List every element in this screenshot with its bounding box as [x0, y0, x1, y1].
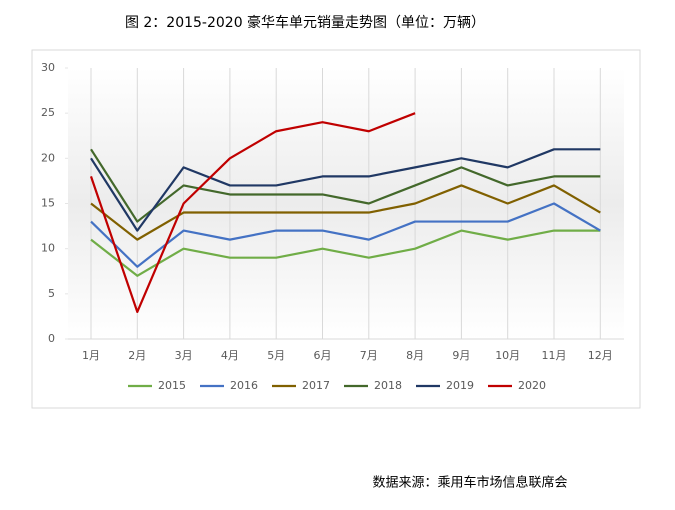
y-tick-label: 15	[41, 197, 55, 210]
series-line	[90, 148, 601, 223]
chart-title: 图 2：2015-2020 豪华车单元销量走势图（单位：万辆）	[125, 14, 485, 31]
legend-label: 2018	[374, 379, 402, 392]
legend-label: 2015	[158, 379, 186, 392]
x-tick-label: 9月	[452, 349, 470, 362]
x-tick-label: 10月	[495, 349, 520, 362]
x-tick-label: 7月	[360, 349, 378, 362]
plot-area	[68, 68, 624, 339]
x-tick-label: 6月	[314, 349, 332, 362]
y-tick-label: 10	[41, 242, 55, 255]
series-line	[90, 148, 601, 232]
source-note: 数据来源：乘用车市场信息联席会	[372, 475, 567, 491]
x-tick-label: 3月	[175, 349, 193, 362]
x-tick-label: 12月	[588, 349, 613, 362]
x-tick-label: 1月	[82, 349, 100, 362]
x-tick-label: 11月	[542, 349, 567, 362]
y-tick-label: 20	[41, 151, 55, 164]
x-tick-label: 5月	[267, 349, 285, 362]
legend-label: 2016	[230, 379, 258, 392]
series-line	[90, 184, 601, 241]
series-line	[89, 112, 416, 313]
y-tick-label: 5	[48, 287, 55, 300]
legend-label: 2020	[518, 379, 546, 392]
legend-label: 2019	[446, 379, 474, 392]
y-tick-label: 25	[41, 106, 55, 119]
series-line	[90, 202, 601, 268]
x-tick-label: 2月	[128, 349, 146, 362]
y-tick-label: 0	[48, 332, 55, 345]
legend-label: 2017	[302, 379, 330, 392]
x-tick-label: 8月	[406, 349, 424, 362]
series-line	[90, 229, 601, 277]
y-tick-label: 30	[41, 61, 55, 74]
x-tick-label: 4月	[221, 349, 239, 362]
